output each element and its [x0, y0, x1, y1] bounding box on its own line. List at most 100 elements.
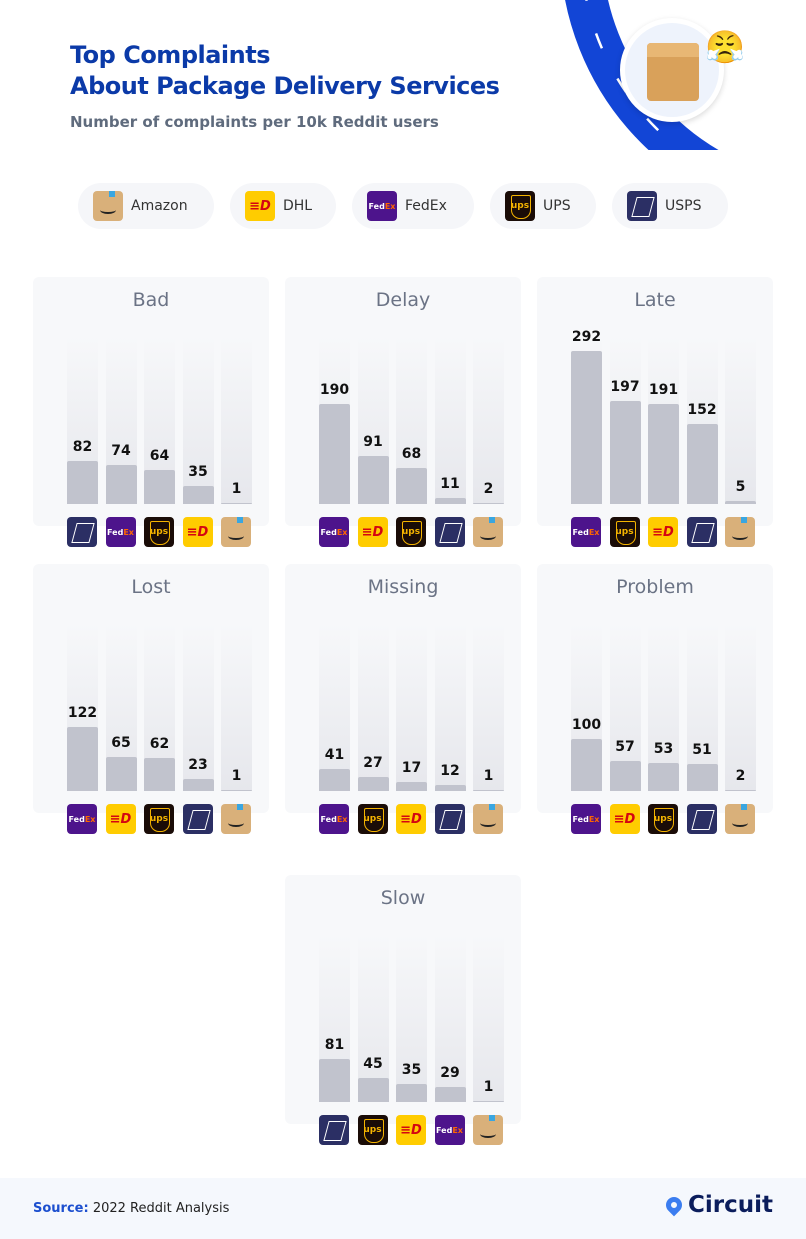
data-label: 82: [72, 438, 93, 455]
bar-track: 1: [221, 336, 252, 504]
data-label: 190: [319, 382, 350, 399]
bar-track: 152: [686, 336, 718, 504]
panel-slow: Slow 81 45 ups 35 ≡D 29 Fed Ex 1: [285, 875, 521, 1145]
bar-track: 68: [396, 336, 427, 504]
data-label: 41: [324, 747, 345, 764]
data-label: 152: [687, 402, 717, 419]
data-label: 11: [440, 476, 460, 493]
bar-dhl: [648, 403, 679, 504]
legend-item-amazon: Amazon: [78, 183, 214, 229]
bar-amazon: [473, 789, 504, 791]
bar-track: 57: [609, 623, 641, 791]
dhl-logo-icon: ≡D: [648, 517, 678, 547]
bar-dhl: [182, 485, 214, 504]
legend-label: DHL: [283, 198, 313, 214]
data-label: 53: [653, 741, 674, 758]
panel-title: Bad: [132, 289, 170, 311]
bar-track: 35: [182, 336, 214, 504]
bar-usps: [319, 1059, 350, 1102]
usps-logo-icon: [627, 191, 657, 221]
bar-track: 41: [319, 623, 350, 791]
bar-amazon: [725, 501, 756, 504]
bar-fedex: [571, 350, 602, 504]
bar-track: 11: [434, 336, 466, 504]
legend-label: FedEx: [405, 198, 447, 214]
data-label: 1: [483, 767, 494, 784]
bar-dhl: [609, 761, 641, 791]
source: Source: 2022 Reddit Analysis: [33, 1201, 230, 1216]
bar-track: 62: [144, 623, 175, 791]
bar-usps: [686, 764, 718, 791]
amazon-logo-icon: [473, 517, 503, 547]
bar-dhl: [105, 756, 137, 791]
dhl-logo-icon: ≡D: [609, 804, 640, 834]
amazon-logo-icon: [725, 517, 755, 547]
panel-late: Late 292 Fed Ex 197 ups 191 ≡D 152 5: [537, 277, 773, 547]
data-label: 35: [188, 463, 208, 480]
bar-track: 191: [648, 336, 679, 504]
usps-logo-icon: [434, 517, 465, 547]
data-label: 91: [363, 434, 383, 451]
data-label: 2: [735, 767, 746, 784]
legend-label: Amazon: [131, 198, 188, 214]
bar-fedex: [105, 465, 137, 504]
data-label: 197: [610, 378, 640, 395]
bar-track: 35: [396, 934, 427, 1102]
amazon-logo-icon: [221, 517, 251, 547]
data-label: 23: [188, 756, 208, 773]
bar-track: 12: [434, 623, 466, 791]
bar-track: 190: [319, 336, 350, 504]
data-label: 51: [692, 742, 712, 759]
ups-logo-icon: ups: [144, 517, 174, 547]
dhl-logo-icon: ≡D: [357, 517, 388, 547]
amazon-logo-icon: [473, 1115, 503, 1145]
panel-delay: Delay 190 Fed Ex 91 ≡D 68 ups 11 2: [285, 277, 521, 547]
dhl-logo-icon: ≡D: [396, 1115, 426, 1145]
subtitle: Number of complaints per 10k Reddit user…: [70, 113, 439, 131]
ups-logo-icon: ups: [609, 517, 640, 547]
panel-lost: Lost 122 Fed Ex 65 ≡D 62 ups 23 1: [33, 564, 269, 834]
bar-track: 2: [473, 336, 504, 504]
bar-usps: [434, 784, 466, 791]
bar-usps: [434, 498, 466, 504]
bar-fedex: [319, 404, 350, 504]
legend: Amazon ≡D DHL Fed Ex FedEx ups UPS USPS: [0, 183, 806, 229]
panel-title: Lost: [131, 576, 171, 598]
bar-track: 1: [473, 934, 504, 1102]
bar-track: 100: [571, 623, 602, 791]
bar-track: 27: [357, 623, 389, 791]
bar-track: 74: [105, 336, 137, 504]
bar-track: 1: [473, 623, 504, 791]
bar-amazon: [221, 789, 252, 791]
footer: Source: 2022 Reddit Analysis Circuit: [0, 1178, 806, 1239]
data-label: 27: [363, 754, 383, 771]
usps-logo-icon: [686, 517, 717, 547]
dhl-logo-icon: ≡D: [396, 804, 426, 834]
amazon-logo-icon: [221, 804, 251, 834]
bar-ups: [396, 468, 427, 504]
legend-label: UPS: [543, 198, 571, 214]
data-label: 1: [231, 480, 242, 497]
package-badge: [620, 18, 724, 122]
fedex-logo-icon: Fed Ex: [105, 517, 136, 547]
bar-usps: [182, 778, 214, 791]
data-label: 29: [440, 1064, 460, 1081]
bar-track: 91: [357, 336, 389, 504]
fedex-logo-icon: Fed Ex: [571, 804, 601, 834]
bar-track: 292: [571, 329, 602, 504]
data-label: 5: [735, 479, 746, 496]
ups-logo-icon: ups: [357, 804, 388, 834]
angry-face-icon: 😤: [705, 28, 745, 66]
bar-track: 197: [609, 336, 641, 504]
data-label: 12: [440, 762, 460, 779]
usps-logo-icon: [319, 1115, 349, 1145]
data-label: 100: [571, 716, 602, 733]
panel-title: Problem: [616, 576, 694, 598]
bar-track: 53: [648, 623, 679, 791]
panel-title: Missing: [367, 576, 439, 598]
data-label: 45: [363, 1056, 383, 1073]
legend-item-fedex: Fed Ex FedEx: [352, 183, 474, 229]
panel-title: Late: [634, 289, 676, 311]
panel-title: Delay: [375, 289, 431, 311]
bar-track: 64: [144, 336, 175, 504]
